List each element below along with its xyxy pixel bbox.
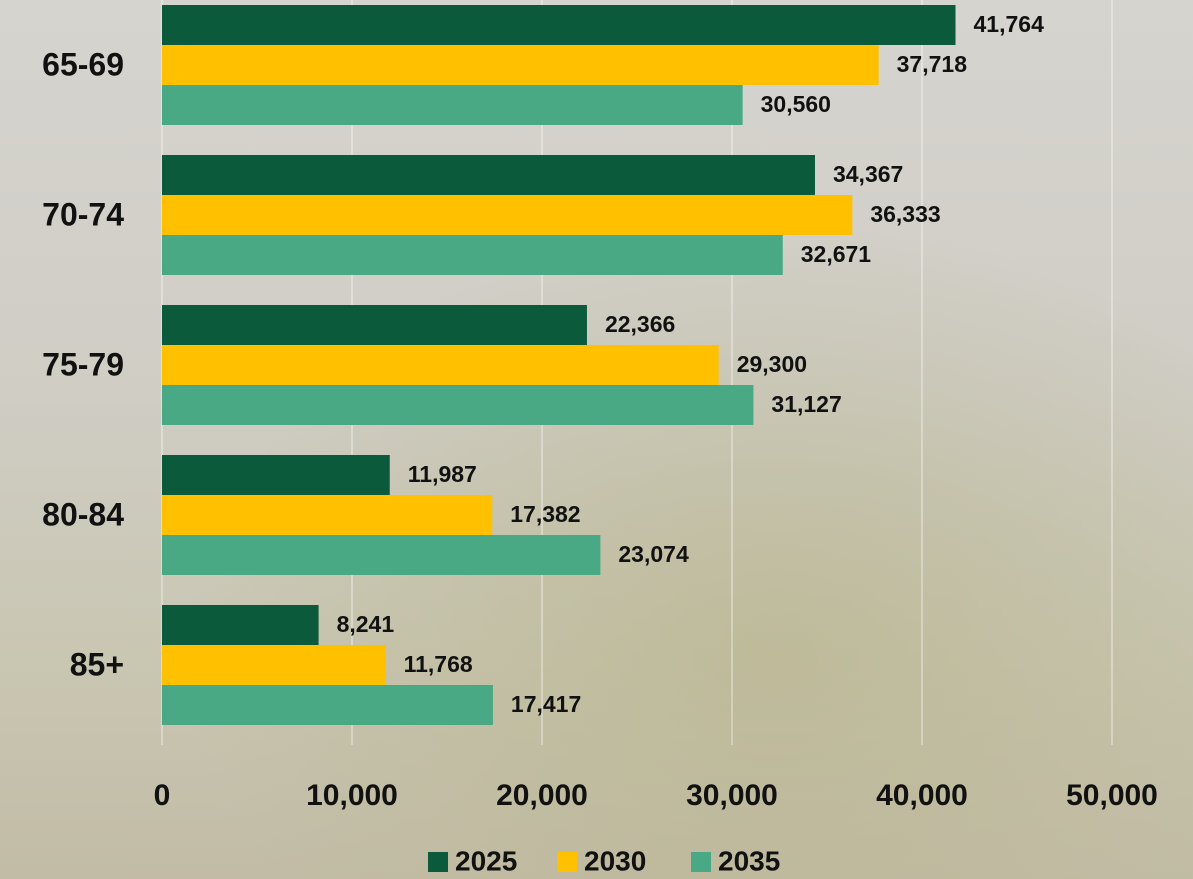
category-label: 85+ (70, 646, 124, 682)
bar (162, 495, 493, 535)
category-label: 70-74 (42, 196, 124, 232)
value-label: 22,366 (605, 311, 675, 337)
legend-label: 2025 (455, 845, 517, 876)
bar (162, 5, 956, 45)
bar (162, 605, 319, 645)
value-label: 8,241 (337, 611, 395, 637)
value-label: 31,127 (771, 391, 841, 417)
x-tick-label: 50,000 (1066, 779, 1158, 812)
category-label: 80-84 (42, 496, 124, 532)
bar (162, 235, 783, 275)
value-label: 34,367 (833, 161, 903, 187)
bar (162, 685, 493, 725)
bar (162, 385, 754, 425)
bar (162, 345, 719, 385)
x-tick-label: 0 (154, 779, 171, 812)
bar (162, 195, 853, 235)
x-tick-label: 40,000 (876, 779, 968, 812)
value-label: 36,333 (870, 201, 940, 227)
legend-label: 2035 (718, 845, 780, 876)
bar (162, 45, 879, 85)
bar (162, 535, 601, 575)
value-label: 37,718 (897, 51, 968, 77)
legend-swatch (691, 852, 711, 872)
bar (162, 455, 390, 495)
legend-swatch (428, 852, 448, 872)
x-tick-label: 10,000 (306, 779, 398, 812)
x-tick-label: 30,000 (686, 779, 778, 812)
value-label: 41,764 (974, 11, 1045, 37)
legend-swatch (557, 852, 577, 872)
value-label: 11,987 (408, 461, 477, 487)
x-tick-label: 20,000 (496, 779, 588, 812)
value-label: 23,074 (618, 541, 689, 567)
category-label: 65-69 (42, 46, 124, 82)
bar (162, 305, 587, 345)
legend-label: 2030 (584, 845, 646, 876)
bar (162, 155, 815, 195)
value-label: 17,382 (510, 501, 580, 527)
bar (162, 645, 386, 685)
value-label: 32,671 (801, 241, 872, 267)
bar (162, 85, 743, 125)
value-label: 17,417 (511, 691, 581, 717)
value-label: 29,300 (737, 351, 807, 377)
category-label: 75-79 (42, 346, 124, 382)
value-label: 30,560 (761, 91, 831, 117)
value-label: 11,768 (404, 651, 473, 677)
